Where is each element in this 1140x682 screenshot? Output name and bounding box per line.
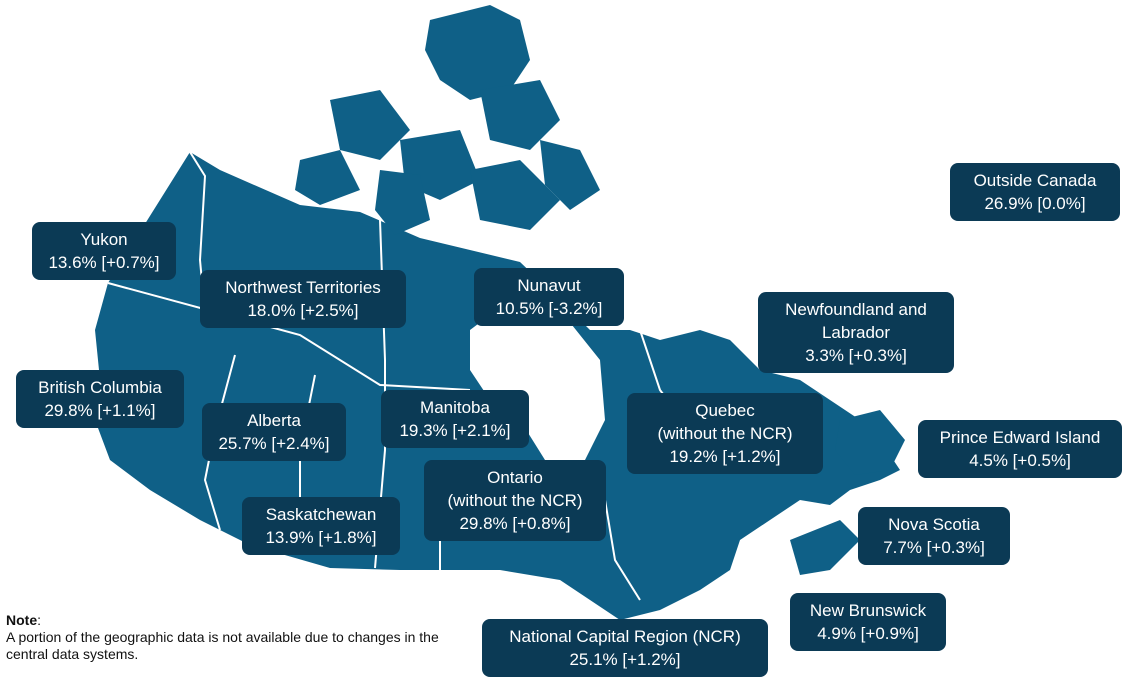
region-value: 13.9% [+1.8%] — [265, 528, 377, 547]
region-name: Nova Scotia — [888, 515, 980, 534]
region-value: 29.8% [+0.8%] — [459, 514, 571, 533]
hudson-bay — [470, 300, 605, 460]
note-colon: : — [37, 612, 42, 628]
region-name: Nunavut — [517, 276, 581, 295]
region-name: Prince Edward Island — [939, 428, 1101, 447]
newfoundland-island — [835, 410, 905, 475]
label-alberta: Alberta 25.7% [+2.4%] — [202, 403, 346, 461]
region-name-line2: Labrador — [821, 323, 891, 342]
region-value: 18.0% [+2.5%] — [247, 301, 359, 320]
label-prince-edward-island: Prince Edward Island 4.5% [+0.5%] — [918, 420, 1122, 478]
note: Note: A portion of the geographic data i… — [6, 612, 476, 663]
region-name: Yukon — [80, 230, 128, 249]
region-value: 13.6% [+0.7%] — [48, 253, 160, 272]
region-name: Manitoba — [420, 398, 490, 417]
label-ontario: Ontario (without the NCR) 29.8% [+0.8%] — [424, 460, 606, 541]
nova-scotia-land — [790, 520, 860, 575]
label-nunavut: Nunavut 10.5% [-3.2%] — [474, 268, 624, 326]
label-national-capital-region: National Capital Region (NCR) 25.1% [+1.… — [482, 619, 768, 677]
region-name-line2: (without the NCR) — [657, 424, 793, 443]
region-name: Northwest Territories — [225, 278, 381, 297]
region-value: 29.8% [+1.1%] — [44, 401, 156, 420]
region-name: New Brunswick — [809, 601, 927, 620]
region-name: British Columbia — [38, 378, 162, 397]
region-value: 4.9% [+0.9%] — [817, 624, 919, 643]
region-value: 19.2% [+1.2%] — [669, 447, 781, 466]
region-value: 25.1% [+1.2%] — [569, 650, 681, 669]
region-value: 26.9% [0.0%] — [984, 194, 1086, 213]
label-new-brunswick: New Brunswick 4.9% [+0.9%] — [790, 593, 946, 651]
label-northwest-territories: Northwest Territories 18.0% [+2.5%] — [200, 270, 406, 328]
label-saskatchewan: Saskatchewan 13.9% [+1.8%] — [242, 497, 400, 555]
note-text: A portion of the geographic data is not … — [6, 629, 439, 662]
region-value: 3.3% [+0.3%] — [805, 346, 907, 365]
region-name: Saskatchewan — [265, 505, 377, 524]
label-outside-canada: Outside Canada 26.9% [0.0%] — [950, 163, 1120, 221]
region-value: 25.7% [+2.4%] — [218, 434, 330, 453]
region-value: 19.3% [+2.1%] — [399, 421, 511, 440]
region-name-line1: Newfoundland and — [785, 300, 927, 319]
region-name: Alberta — [247, 411, 301, 430]
label-yukon: Yukon 13.6% [+0.7%] — [32, 222, 176, 280]
region-name-line2: (without the NCR) — [447, 491, 583, 510]
label-quebec: Quebec (without the NCR) 19.2% [+1.2%] — [627, 393, 823, 474]
region-value: 7.7% [+0.3%] — [883, 538, 985, 557]
label-newfoundland-labrador: Newfoundland and Labrador 3.3% [+0.3%] — [758, 292, 954, 373]
region-name: Outside Canada — [973, 171, 1097, 190]
region-value: 4.5% [+0.5%] — [969, 451, 1071, 470]
label-manitoba: Manitoba 19.3% [+2.1%] — [381, 390, 529, 448]
note-heading: Note — [6, 612, 38, 628]
region-name-line1: Quebec — [695, 401, 755, 420]
arctic-islands — [295, 5, 600, 235]
region-name: National Capital Region (NCR) — [509, 627, 741, 646]
region-value: 10.5% [-3.2%] — [495, 299, 603, 318]
region-name-line1: Ontario — [487, 468, 543, 487]
label-nova-scotia: Nova Scotia 7.7% [+0.3%] — [858, 507, 1010, 565]
label-british-columbia: British Columbia 29.8% [+1.1%] — [16, 370, 184, 428]
